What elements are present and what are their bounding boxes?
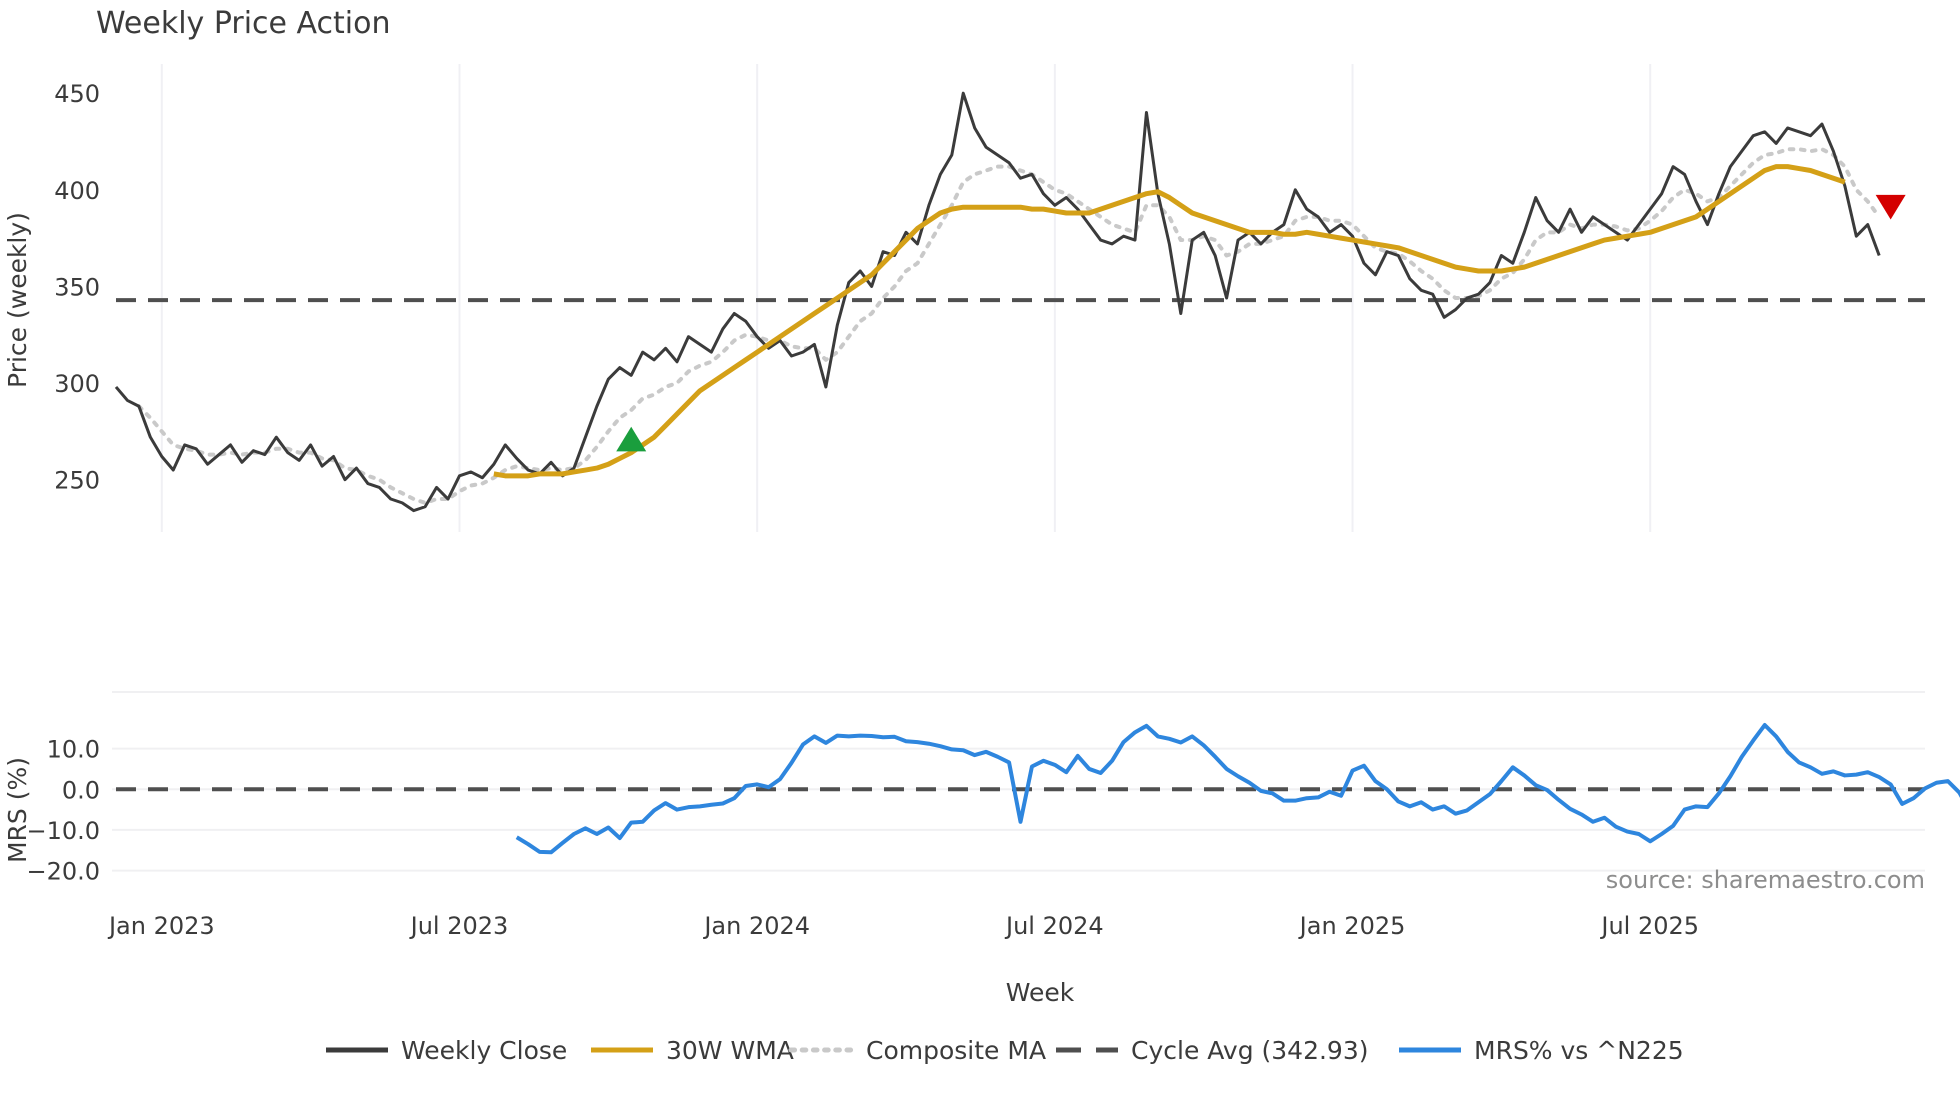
x-axis-ticks: Jan 2023 Jul 2023 Jan 2024 Jul 2024 Jan 2025… xyxy=(107,912,1699,940)
legend-item[interactable]: Cycle Avg (342.93) xyxy=(1056,1036,1369,1065)
legend-label: Weekly Close xyxy=(401,1036,567,1065)
series-composite-ma xyxy=(136,147,1882,505)
price-y-tick-label: 400 xyxy=(54,177,100,205)
chart-legend: Weekly Close 30W WMA Composite MA Cycle Avg… xyxy=(326,1036,1684,1065)
mrs-y-tick-label: 0.0 xyxy=(62,776,100,804)
mrs-y-tick-label: −10.0 xyxy=(26,817,100,845)
price-series-group xyxy=(114,91,1925,513)
series-weekly-close xyxy=(114,91,1881,513)
series-mrs-vs-n225 xyxy=(515,723,1960,855)
legend-label: Cycle Avg (342.93) xyxy=(1131,1036,1369,1065)
x-tick-label: Jul 2025 xyxy=(1599,912,1699,940)
legend-item[interactable]: 30W WMA xyxy=(591,1036,794,1065)
legend-item[interactable]: Composite MA xyxy=(788,1036,1046,1065)
mrs-axis-label: MRS (%) xyxy=(3,757,32,863)
legend-item[interactable]: Weekly Close xyxy=(326,1036,567,1065)
x-tick-label: Jul 2023 xyxy=(409,912,509,940)
source-watermark: source: sharemaestro.com xyxy=(1606,866,1925,894)
price-gridlines xyxy=(160,64,1652,532)
buy-marker xyxy=(616,426,647,452)
legend-label: MRS% vs ^N225 xyxy=(1474,1036,1684,1065)
price-y-tick-label: 300 xyxy=(54,370,100,398)
mrs-y-tick-label: −20.0 xyxy=(26,858,100,886)
mrs-series-group xyxy=(116,723,1960,855)
legend-item[interactable]: MRS% vs ^N225 xyxy=(1399,1036,1684,1065)
x-tick-label: Jan 2023 xyxy=(107,912,215,940)
x-tick-label: Jan 2025 xyxy=(1298,912,1406,940)
page-title: Weekly Price Action xyxy=(96,6,391,41)
price-y-axis-ticks: 250 300 350 400 450 xyxy=(54,80,100,494)
legend-label: 30W WMA xyxy=(666,1036,794,1065)
price-y-tick-label: 350 xyxy=(54,273,100,301)
price-y-tick-label: 450 xyxy=(54,80,100,108)
price-axis-label: Price (weekly) xyxy=(3,212,32,388)
series-30w-wma xyxy=(493,164,1846,479)
sell-marker xyxy=(1875,194,1906,220)
x-tick-label: Jul 2024 xyxy=(1004,912,1104,940)
x-axis-label: Week xyxy=(1006,978,1075,1007)
price-y-tick-label: 250 xyxy=(54,467,100,495)
price-markers-group xyxy=(616,194,1906,452)
x-tick-label: Jan 2024 xyxy=(702,912,810,940)
legend-label: Composite MA xyxy=(866,1036,1046,1065)
mrs-y-axis-ticks: −20.0 −10.0 0.0 10.0 xyxy=(26,736,100,886)
mrs-y-tick-label: 10.0 xyxy=(47,736,100,764)
